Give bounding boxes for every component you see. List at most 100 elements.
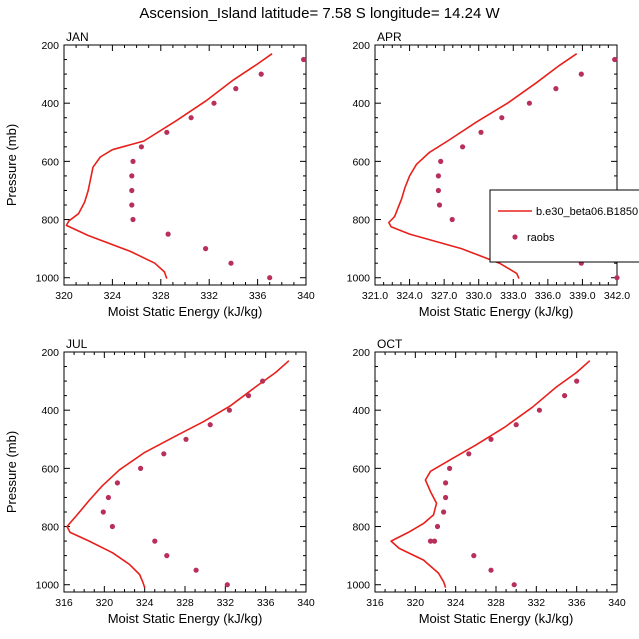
raobs-point <box>488 436 494 442</box>
raobs-point <box>161 451 167 457</box>
legend-marker-swatch <box>512 234 518 240</box>
x-tick-label: 327.0 <box>431 290 457 302</box>
raobs-point <box>443 480 449 486</box>
raobs-point <box>203 246 209 252</box>
raobs-point <box>207 422 213 428</box>
x-axis-label: Moist Static Energy (kJ/kg) <box>108 611 263 626</box>
y-axis-label: Pressure (mb) <box>4 431 19 513</box>
figure-title: Ascension_Island latitude= 7.58 S longit… <box>139 5 500 22</box>
y-axis-label: Pressure (mb) <box>4 124 19 206</box>
y-tick-label: 800 <box>41 522 59 534</box>
panel-oct: OCT 316 320 324 328 332 336 340 200 400 600 800 1000… <box>347 337 626 626</box>
raobs-point <box>511 582 517 588</box>
raobs-point <box>466 451 472 457</box>
model-profile-line <box>65 53 273 279</box>
x-tick-label: 324.0 <box>396 290 422 302</box>
x-tick-label: 324 <box>136 597 154 609</box>
raobs-point <box>164 553 170 559</box>
y-tick-label: 400 <box>352 98 370 110</box>
raobs-point <box>100 509 106 515</box>
y-tick-label: 600 <box>352 156 370 168</box>
raobs-point <box>164 129 170 135</box>
panel-apr: APR 321.0 324.0 327.0 330.0 333.0 336.0 339.0 34… <box>347 30 631 319</box>
y-tick-label: 400 <box>41 98 59 110</box>
raobs-point <box>427 538 434 544</box>
raobs-point <box>138 144 144 150</box>
raobs-point <box>460 144 466 150</box>
raobs-point <box>438 158 444 164</box>
raobs-point <box>499 115 505 121</box>
raobs-point <box>245 393 252 399</box>
legend-label-model: b.e30_beta06.B1850 <box>536 206 638 218</box>
y-tick-label: 200 <box>352 347 370 359</box>
y-tick-label: 200 <box>41 40 59 52</box>
raobs-point <box>435 173 441 179</box>
raobs-point <box>513 422 519 428</box>
x-tick-label: 324 <box>104 290 122 302</box>
y-tick-label: 400 <box>352 405 370 417</box>
panels: JAN 320 324 328 332 336 340 200 400 600 800 1000 Moi… <box>4 30 630 626</box>
raobs-point <box>105 494 111 501</box>
y-tick-label: 600 <box>41 156 59 168</box>
x-tick-label: 336 <box>249 290 267 302</box>
y-tick-label: 600 <box>352 463 370 475</box>
x-tick-label: 332 <box>528 597 546 609</box>
x-tick-label: 320 <box>55 290 73 302</box>
raobs-point <box>449 216 455 223</box>
x-tick-label: 336 <box>257 597 275 609</box>
raobs-point <box>260 378 266 384</box>
raobs-point <box>301 56 307 63</box>
raobs-point <box>434 523 441 530</box>
y-tick-label: 600 <box>41 463 59 475</box>
x-tick-label: 332 <box>200 290 218 302</box>
y-tick-label: 400 <box>41 405 59 417</box>
raobs-point <box>536 407 543 413</box>
raobs-point <box>614 275 620 281</box>
x-tick-label: 330.0 <box>466 290 492 302</box>
model-profile-line <box>387 53 578 279</box>
raobs-point <box>130 158 136 164</box>
raobs-point <box>447 465 453 471</box>
raobs-point <box>526 100 533 106</box>
raobs-point <box>188 115 194 121</box>
legend-box <box>489 189 639 263</box>
raobs-point <box>114 480 120 486</box>
raobs-point <box>109 523 115 530</box>
raobs-point <box>138 465 144 471</box>
y-tick-label: 200 <box>352 40 370 52</box>
y-tick-label: 1000 <box>36 273 60 285</box>
raobs-point <box>129 202 135 208</box>
raobs-point <box>488 567 494 573</box>
x-tick-label: 339.0 <box>569 290 595 302</box>
raobs-point <box>562 393 568 399</box>
raobs-point <box>441 509 447 515</box>
raobs-point <box>258 71 264 77</box>
y-tick-label: 1000 <box>36 580 60 592</box>
raobs-point <box>211 100 217 106</box>
x-tick-label: 320 <box>407 597 425 609</box>
x-tick-label: 340 <box>608 597 626 609</box>
x-tick-label: 333.0 <box>500 290 526 302</box>
x-tick-label: 316 <box>366 597 384 609</box>
x-tick-label: 336.0 <box>535 290 561 302</box>
raobs-point <box>233 86 239 92</box>
x-tick-label: 342.0 <box>604 290 630 302</box>
panel-title: JUL <box>66 337 88 351</box>
x-tick-label: 321.0 <box>362 290 388 302</box>
plot-frame <box>63 351 307 593</box>
x-tick-label: 340 <box>297 597 315 609</box>
panel-title: APR <box>377 30 402 44</box>
raobs-point <box>436 202 443 208</box>
model-profile-line <box>390 360 591 588</box>
raobs-point <box>471 553 477 559</box>
raobs-point <box>193 567 199 573</box>
raobs-point <box>267 275 273 281</box>
x-tick-label: 320 <box>96 597 114 609</box>
y-tick-label: 800 <box>352 215 370 227</box>
x-tick-label: 336 <box>568 597 586 609</box>
legend-label-raobs: raobs <box>527 232 555 244</box>
raobs-point <box>574 378 580 384</box>
x-tick-label: 340 <box>297 290 315 302</box>
